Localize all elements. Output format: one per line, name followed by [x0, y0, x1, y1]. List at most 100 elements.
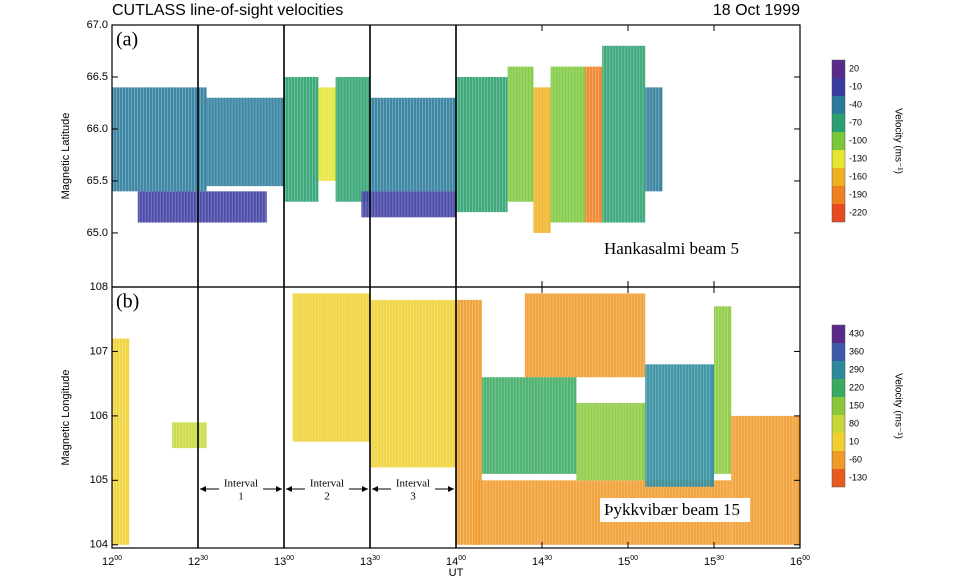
velocity-streak: [261, 97, 263, 187]
y-tick-label: 107: [90, 345, 108, 357]
velocity-streak: [560, 377, 562, 474]
velocity-streak: [191, 422, 193, 449]
velocity-streak: [434, 191, 436, 218]
velocity-streak: [715, 306, 716, 474]
colorbar-tick-label: 220: [849, 382, 864, 392]
velocity-streak: [478, 299, 479, 545]
velocity-streak: [360, 76, 362, 202]
velocity-streak: [579, 293, 581, 378]
velocity-streak: [601, 403, 603, 481]
velocity-streak: [709, 364, 711, 487]
velocity-streak: [371, 191, 373, 218]
velocity-streak: [759, 415, 761, 545]
velocity-streak: [537, 293, 539, 378]
velocity-streak: [569, 377, 571, 474]
velocity-streak: [354, 76, 356, 202]
velocity-streak: [252, 191, 254, 223]
x-tick-minute: 00: [114, 555, 122, 562]
velocity-streak: [371, 97, 372, 192]
interval-label: Interval: [396, 478, 430, 490]
velocity-streak: [595, 403, 597, 481]
colorbar-swatch: [832, 415, 845, 433]
velocity-streak: [531, 480, 533, 545]
velocity-streak: [552, 480, 554, 545]
annotation-bg: [600, 237, 750, 261]
y-tick-label: 108: [90, 281, 108, 293]
velocity-streak: [756, 415, 758, 545]
colorbar-tick-label: -130: [849, 472, 867, 482]
velocity-streak: [416, 97, 417, 192]
x-tick-minute: 00: [286, 555, 294, 562]
velocity-streak: [311, 293, 313, 442]
velocity-streak: [179, 87, 180, 192]
velocity-streak: [353, 293, 355, 442]
velocity-streak: [449, 191, 451, 218]
velocity-streak: [545, 377, 547, 474]
velocity-streak: [200, 422, 202, 449]
velocity-streak: [661, 364, 663, 487]
velocity-streak: [586, 66, 587, 223]
velocity-streak: [416, 191, 418, 218]
velocity-streak: [679, 364, 681, 487]
velocity-streak: [428, 299, 429, 468]
velocity-block: [731, 415, 800, 545]
velocity-streak: [452, 299, 453, 468]
velocity-streak: [478, 76, 479, 213]
velocity-streak: [344, 293, 346, 442]
velocity-streak: [317, 293, 319, 442]
velocity-streak: [483, 480, 485, 545]
velocity-streak: [156, 191, 158, 223]
velocity-streak: [649, 364, 651, 487]
velocity-streak: [558, 480, 560, 545]
velocity-streak: [511, 66, 513, 202]
velocity-streak: [143, 87, 144, 192]
velocity-streak: [474, 480, 476, 545]
velocity-streak: [419, 97, 420, 192]
velocity-streak: [522, 480, 524, 545]
velocity-streak: [365, 191, 367, 218]
velocity-streak: [612, 45, 614, 223]
velocity-streak: [557, 377, 559, 474]
velocity-streak: [488, 377, 490, 474]
velocity-streak: [639, 45, 641, 223]
interval-bg: [305, 477, 349, 503]
velocity-streak: [591, 480, 593, 545]
velocity-streak: [621, 45, 623, 223]
interval-label: Interval: [310, 478, 344, 490]
velocity-streak: [339, 76, 341, 202]
velocity-streak: [398, 97, 399, 192]
x-tick-label: 1500: [618, 555, 638, 568]
interval-number: 2: [324, 491, 330, 503]
beam-annotation: Hankasalmi beam 5: [604, 239, 739, 258]
velocity-streak: [489, 480, 491, 545]
velocity-streak: [616, 403, 618, 481]
velocity-streak: [177, 191, 179, 223]
velocity-streak: [179, 422, 181, 449]
colorbar-swatch: [832, 78, 845, 96]
velocity-block: [714, 306, 732, 474]
velocity-streak: [246, 97, 248, 187]
colorbar-tick-label: 430: [849, 328, 864, 338]
velocity-streak: [386, 299, 387, 468]
velocity-block: [456, 76, 508, 213]
velocity-streak: [588, 293, 590, 378]
velocity-streak: [125, 87, 126, 192]
velocity-streak: [738, 415, 740, 545]
velocity-streak: [765, 415, 767, 545]
velocity-streak: [642, 293, 644, 378]
velocity-streak: [383, 191, 385, 218]
velocity-streak: [540, 293, 542, 378]
velocity-streak: [434, 299, 435, 468]
velocity-streak: [398, 299, 399, 468]
velocity-streak: [431, 191, 433, 218]
x-tick-hour: 12: [188, 556, 200, 568]
velocity-streak: [618, 293, 620, 378]
velocity-streak: [296, 293, 298, 442]
velocity-streak: [502, 76, 503, 213]
colorbar-tick-label: -130: [849, 153, 867, 163]
velocity-streak: [597, 293, 599, 378]
velocity-streak: [640, 403, 642, 481]
velocity-streak: [578, 66, 580, 223]
velocity-streak: [122, 87, 123, 192]
